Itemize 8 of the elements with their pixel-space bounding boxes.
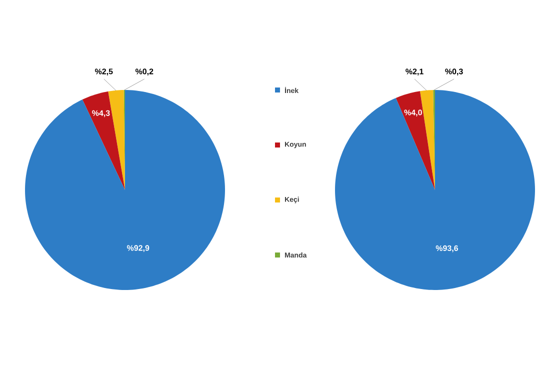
data-label: %4,3 xyxy=(92,110,110,118)
data-label: %2,5 xyxy=(94,68,113,76)
data-label: %0,3 xyxy=(445,68,463,76)
data-label: %4,0 xyxy=(404,110,422,116)
data-label: %93,6 xyxy=(436,245,458,252)
data-label: %92,9 xyxy=(126,245,150,252)
data-label: %0,2 xyxy=(135,68,154,76)
data-label: %2,1 xyxy=(406,68,424,76)
